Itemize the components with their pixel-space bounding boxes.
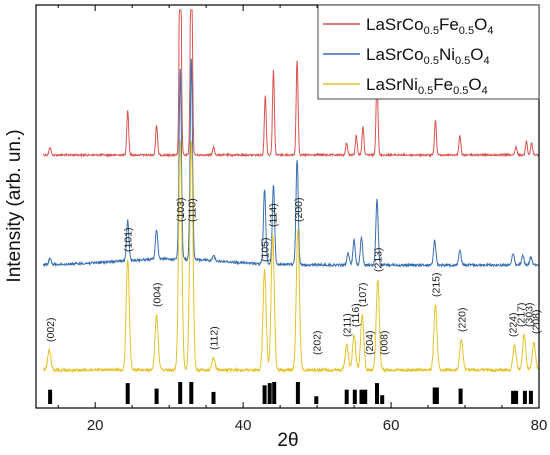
reference-line (432, 387, 437, 404)
peak-label: (213) (373, 247, 385, 272)
reference-line (48, 389, 53, 404)
plot-frame (35, 4, 540, 409)
y-axis-title: Intensity (arb. un.) (4, 129, 25, 282)
reference-line (344, 389, 349, 404)
reference-line (314, 396, 319, 404)
peak-label: (101) (123, 227, 135, 252)
reference-line (458, 388, 463, 404)
reference-line (267, 383, 272, 404)
peak-label: (116) (350, 303, 362, 327)
peak-label: (002) (45, 317, 57, 342)
peak-label: (202) (311, 330, 323, 355)
reference-line (380, 395, 385, 404)
peak-label: (112) (209, 326, 221, 350)
axis-layer: 20 40 60 80 (57, 5, 548, 434)
legend-label: LaSrNi0.5Fe0.5O4 (366, 75, 488, 97)
reference-line (262, 385, 267, 404)
peak-label: (215) (430, 272, 442, 297)
reference-line-layer (48, 382, 533, 404)
series-line (42, 58, 539, 269)
reference-line (189, 382, 194, 404)
peak-label: (303) (524, 302, 536, 327)
peak-label: (211) (342, 313, 354, 337)
reference-line (434, 387, 439, 404)
x-tick-label: 20 (87, 417, 104, 434)
x-tick-label: 40 (235, 417, 252, 434)
peak-label-layer: (002) (101) (004) (103) (110) (112) (105) (114)… (45, 197, 542, 355)
x-axis-title: 2θ (277, 430, 298, 451)
reference-line (359, 389, 364, 404)
peak-label: (008) (379, 330, 391, 355)
reference-line (528, 390, 533, 404)
peak-label: (105) (260, 237, 272, 262)
x-tick-label: 60 (383, 417, 400, 434)
legend-label: LaSrCo0.5Ni0.5O4 (366, 45, 490, 67)
reference-line (522, 390, 527, 404)
reference-line (514, 390, 519, 404)
legend: LaSrCo0.5Fe0.5O4 LaSrCo0.5Ni0.5O4 LaSrNi0.… (317, 4, 540, 100)
reference-line (272, 382, 277, 404)
reference-line (178, 382, 183, 404)
peak-label: (224) (507, 312, 519, 337)
reference-line (375, 383, 379, 404)
reference-line (211, 391, 216, 404)
reference-line (295, 382, 300, 404)
peak-label: (114) (268, 203, 280, 227)
reference-line (352, 389, 357, 404)
reference-line (125, 383, 130, 404)
x-tick-label: 80 (531, 417, 548, 434)
peak-label: (107) (357, 282, 369, 307)
series-layer (42, 9, 539, 374)
peak-label: (004) (152, 282, 164, 307)
peak-label: (217) (516, 302, 528, 327)
peak-label: (103) (175, 197, 187, 222)
series-line (42, 140, 539, 374)
reference-line (363, 389, 368, 404)
peak-label: (200) (293, 197, 305, 222)
reference-line (511, 390, 516, 404)
peak-label: (204) (364, 330, 376, 355)
series-line (42, 9, 539, 158)
peak-label: (220) (456, 307, 468, 332)
reference-line (154, 388, 159, 404)
peak-label: (208) (530, 309, 542, 334)
legend-label: LaSrCo0.5Fe0.5O4 (366, 15, 493, 37)
peak-label: (110) (186, 198, 198, 222)
